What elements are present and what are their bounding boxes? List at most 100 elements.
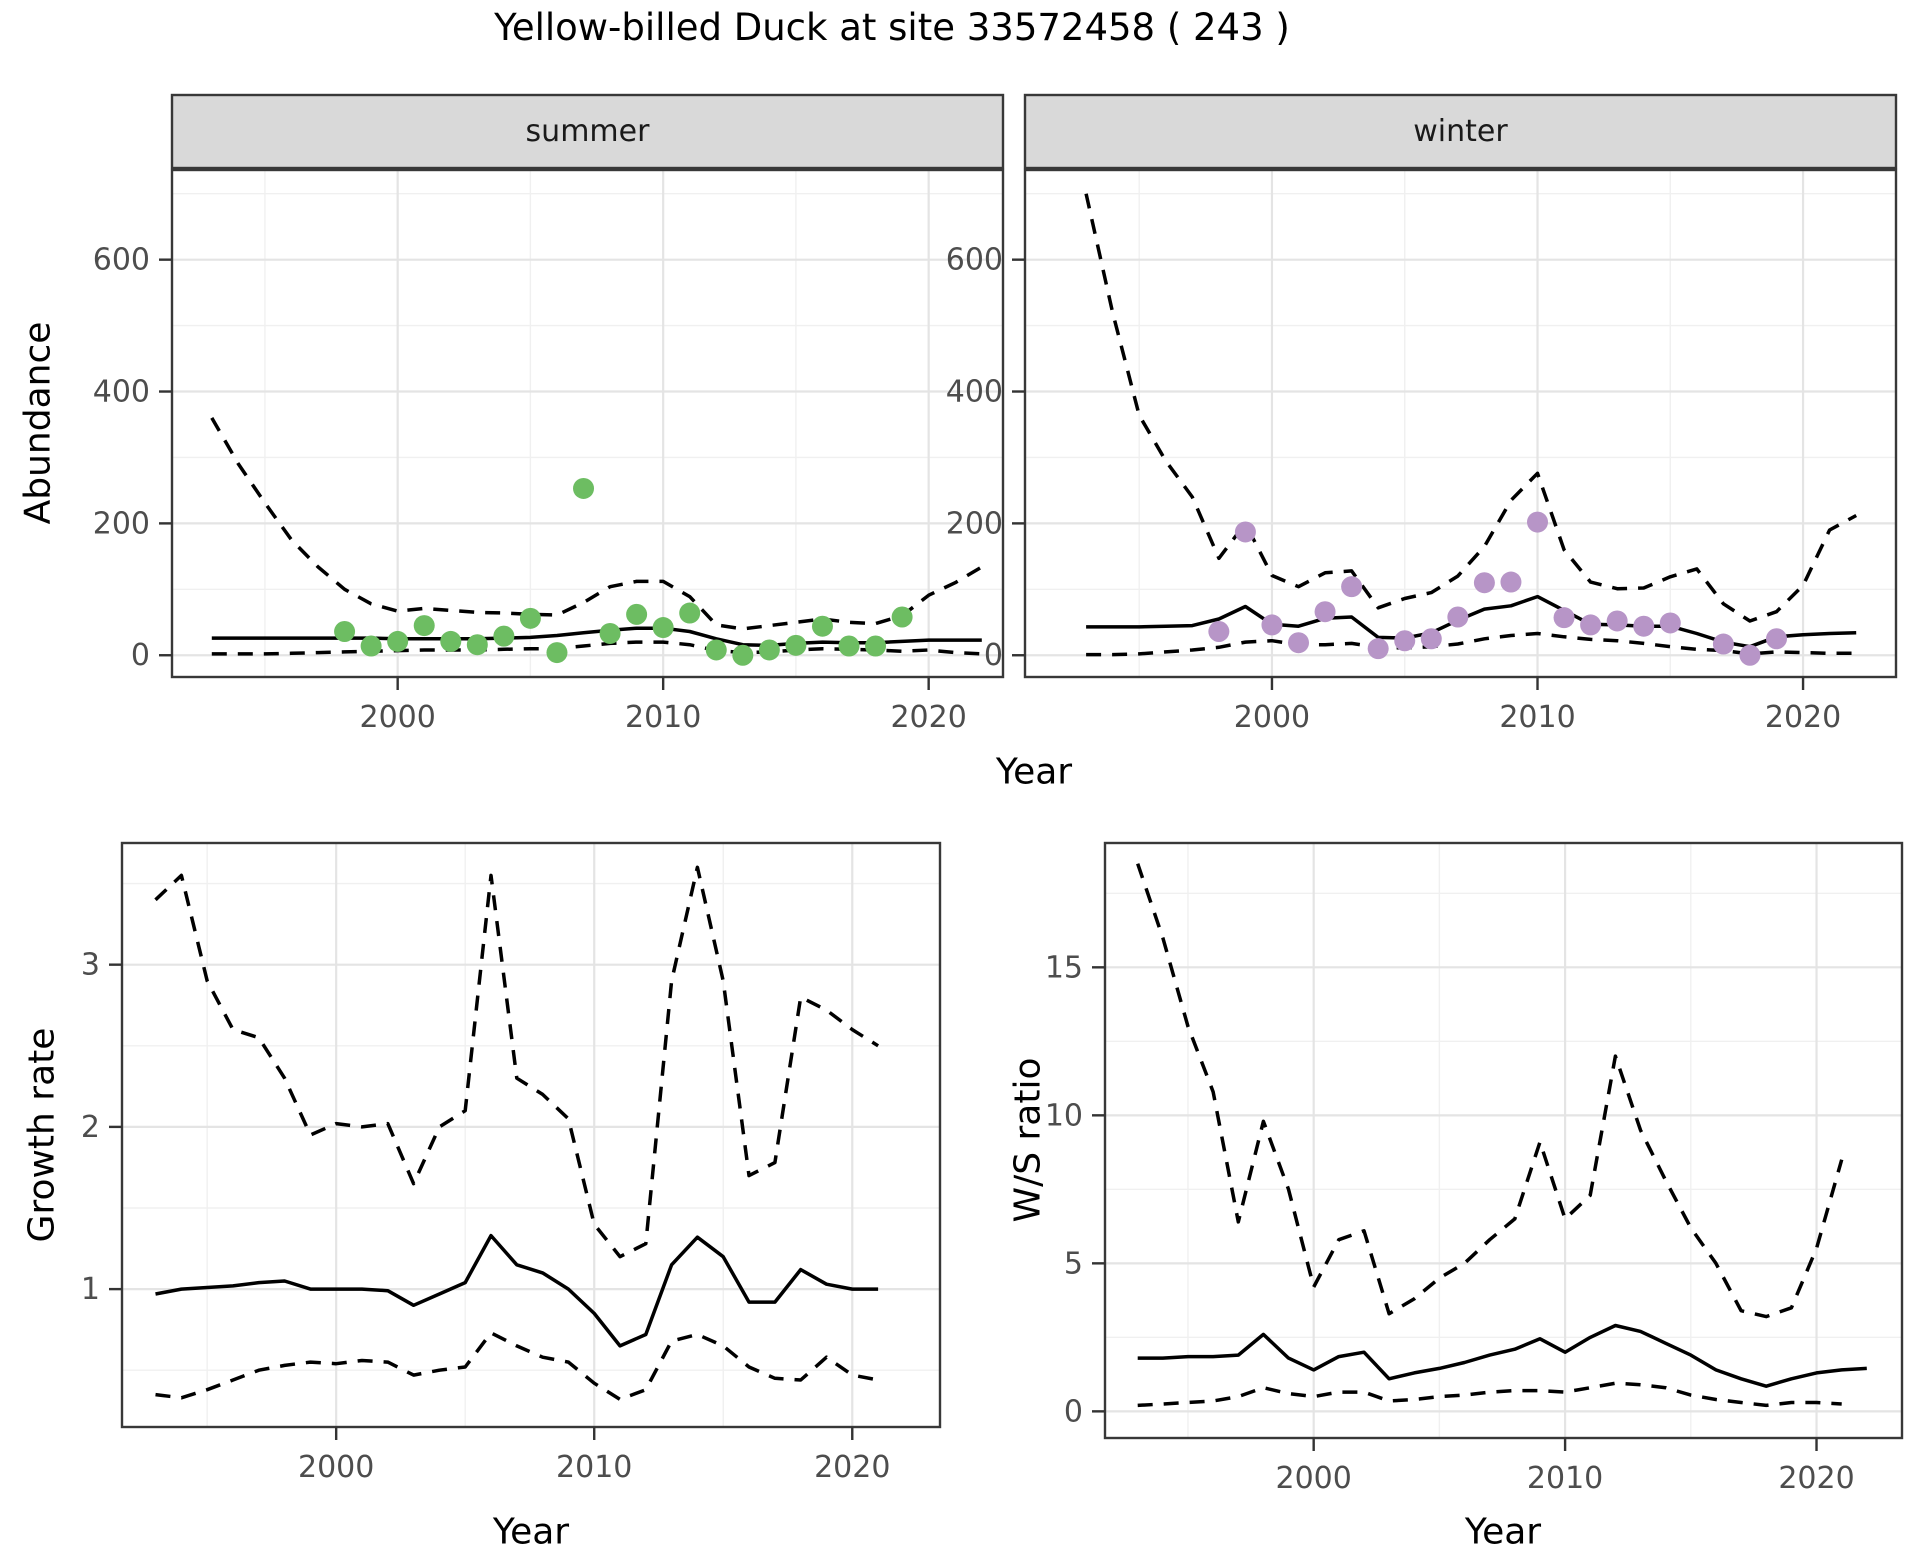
panel-gridlines xyxy=(1025,170,1896,677)
panel-axes: 2000 2010 2020 1 2 3 xyxy=(81,948,891,1485)
data-point xyxy=(1580,614,1602,636)
x-tick-label: 2020 xyxy=(890,700,966,735)
panel-border xyxy=(120,841,942,1429)
ws-ratio-axis-title: W/S ratio xyxy=(1007,1057,1049,1223)
x-tick-label: 2010 xyxy=(1527,1461,1603,1496)
data-point xyxy=(652,617,674,639)
data-point xyxy=(1633,615,1655,637)
data-point xyxy=(1314,601,1336,623)
data-point xyxy=(626,603,648,625)
panel-points xyxy=(334,477,913,666)
chart-title: Yellow-billed Duck at site 33572458 ( 24… xyxy=(494,6,1290,49)
y-tick-label: 0 xyxy=(131,638,150,673)
data-point xyxy=(1553,607,1575,629)
data-point xyxy=(1659,612,1681,634)
panel-growth_rate: 2000 2010 2020 1 2 3 xyxy=(81,841,942,1485)
data-point xyxy=(334,621,356,643)
data-point xyxy=(360,635,382,657)
facet-strip xyxy=(1023,93,1898,170)
data-point xyxy=(865,635,887,657)
x-tick-label: 2010 xyxy=(556,1450,632,1485)
y-tick-label: 600 xyxy=(93,243,150,278)
upper_ci-line xyxy=(1136,863,1844,1319)
lower_ci-line xyxy=(1137,1381,1842,1408)
growth-rate-axis-title: Growth rate xyxy=(21,1027,63,1243)
median-line xyxy=(155,1233,879,1348)
x-tick-label: 2010 xyxy=(1499,700,1575,735)
data-point xyxy=(1420,628,1442,650)
y-tick-label: 200 xyxy=(93,506,150,541)
median-line xyxy=(1137,1323,1867,1388)
data-point xyxy=(599,622,621,644)
panel-border xyxy=(1103,841,1904,1440)
panel-axes: 2000 2010 2020 0 5 10 15 xyxy=(1045,950,1855,1496)
data-point xyxy=(1341,576,1363,598)
panel-axes: 2000 2010 2020 0 200 400 600 xyxy=(93,243,967,735)
x-tick-label: 2020 xyxy=(1778,1461,1854,1496)
panel-gridlines xyxy=(172,170,1003,677)
panel-border xyxy=(170,168,1005,679)
y-tick-label: 0 xyxy=(1064,1394,1083,1429)
data-point xyxy=(546,642,568,664)
data-point xyxy=(1394,630,1416,652)
data-point xyxy=(1527,511,1549,533)
data-point xyxy=(1712,633,1734,655)
data-point xyxy=(1234,521,1256,543)
data-point xyxy=(466,634,488,656)
x-tick-label: 2010 xyxy=(625,700,701,735)
data-point xyxy=(732,644,754,666)
panel-border xyxy=(1023,168,1898,679)
data-point xyxy=(758,639,780,661)
data-point xyxy=(1473,572,1495,594)
panel-background xyxy=(122,843,940,1427)
data-point xyxy=(1766,628,1788,650)
panel-ws_ratio: 2000 2010 2020 0 5 10 15 xyxy=(1045,841,1904,1496)
panel-series xyxy=(154,865,880,1402)
data-point xyxy=(413,615,435,637)
y-tick-label: 0 xyxy=(984,638,1003,673)
panel-background xyxy=(172,170,1003,677)
data-point xyxy=(1447,606,1469,628)
bottom-right-year-axis-title: Year xyxy=(1464,1511,1542,1553)
x-tick-label: 2020 xyxy=(1765,700,1841,735)
x-tick-label: 2020 xyxy=(814,1450,890,1485)
panel-series xyxy=(1136,863,1867,1408)
panel-background xyxy=(1025,170,1896,677)
top-year-axis-title: Year xyxy=(995,751,1073,793)
facet-strip xyxy=(170,93,1005,170)
data-point xyxy=(1500,571,1522,593)
data-point xyxy=(838,635,860,657)
y-tick-label: 3 xyxy=(81,948,100,983)
data-point xyxy=(891,606,913,628)
bottom-left-year-axis-title: Year xyxy=(492,1511,570,1553)
panel-gridlines xyxy=(1105,843,1902,1438)
upper_ci-line xyxy=(1084,193,1858,623)
y-tick-label: 15 xyxy=(1045,950,1083,985)
panel-gridlines xyxy=(122,843,940,1427)
x-tick-label: 2000 xyxy=(1275,1461,1351,1496)
data-point xyxy=(811,615,833,637)
y-tick-label: 200 xyxy=(946,506,1003,541)
data-point xyxy=(1739,644,1761,666)
data-point xyxy=(493,625,515,647)
data-point xyxy=(679,602,701,624)
data-point xyxy=(1288,632,1310,654)
y-tick-label: 1 xyxy=(81,1272,100,1307)
data-point xyxy=(1208,621,1230,643)
abundance-axis-title: Abundance xyxy=(17,321,59,525)
y-tick-label: 600 xyxy=(946,243,1003,278)
lower_ci-line xyxy=(155,1331,879,1402)
y-tick-label: 10 xyxy=(1045,1098,1083,1133)
y-tick-label: 5 xyxy=(1064,1246,1083,1281)
data-point xyxy=(519,607,541,629)
upper_ci-line xyxy=(210,417,983,631)
x-tick-label: 2000 xyxy=(359,700,435,735)
panel-abundance_winter: 2000 2010 2020 0 200 400 600 xyxy=(946,93,1898,735)
y-tick-label: 400 xyxy=(946,375,1003,410)
y-tick-label: 2 xyxy=(81,1110,100,1145)
y-tick-label: 400 xyxy=(93,375,150,410)
data-point xyxy=(1367,638,1389,660)
